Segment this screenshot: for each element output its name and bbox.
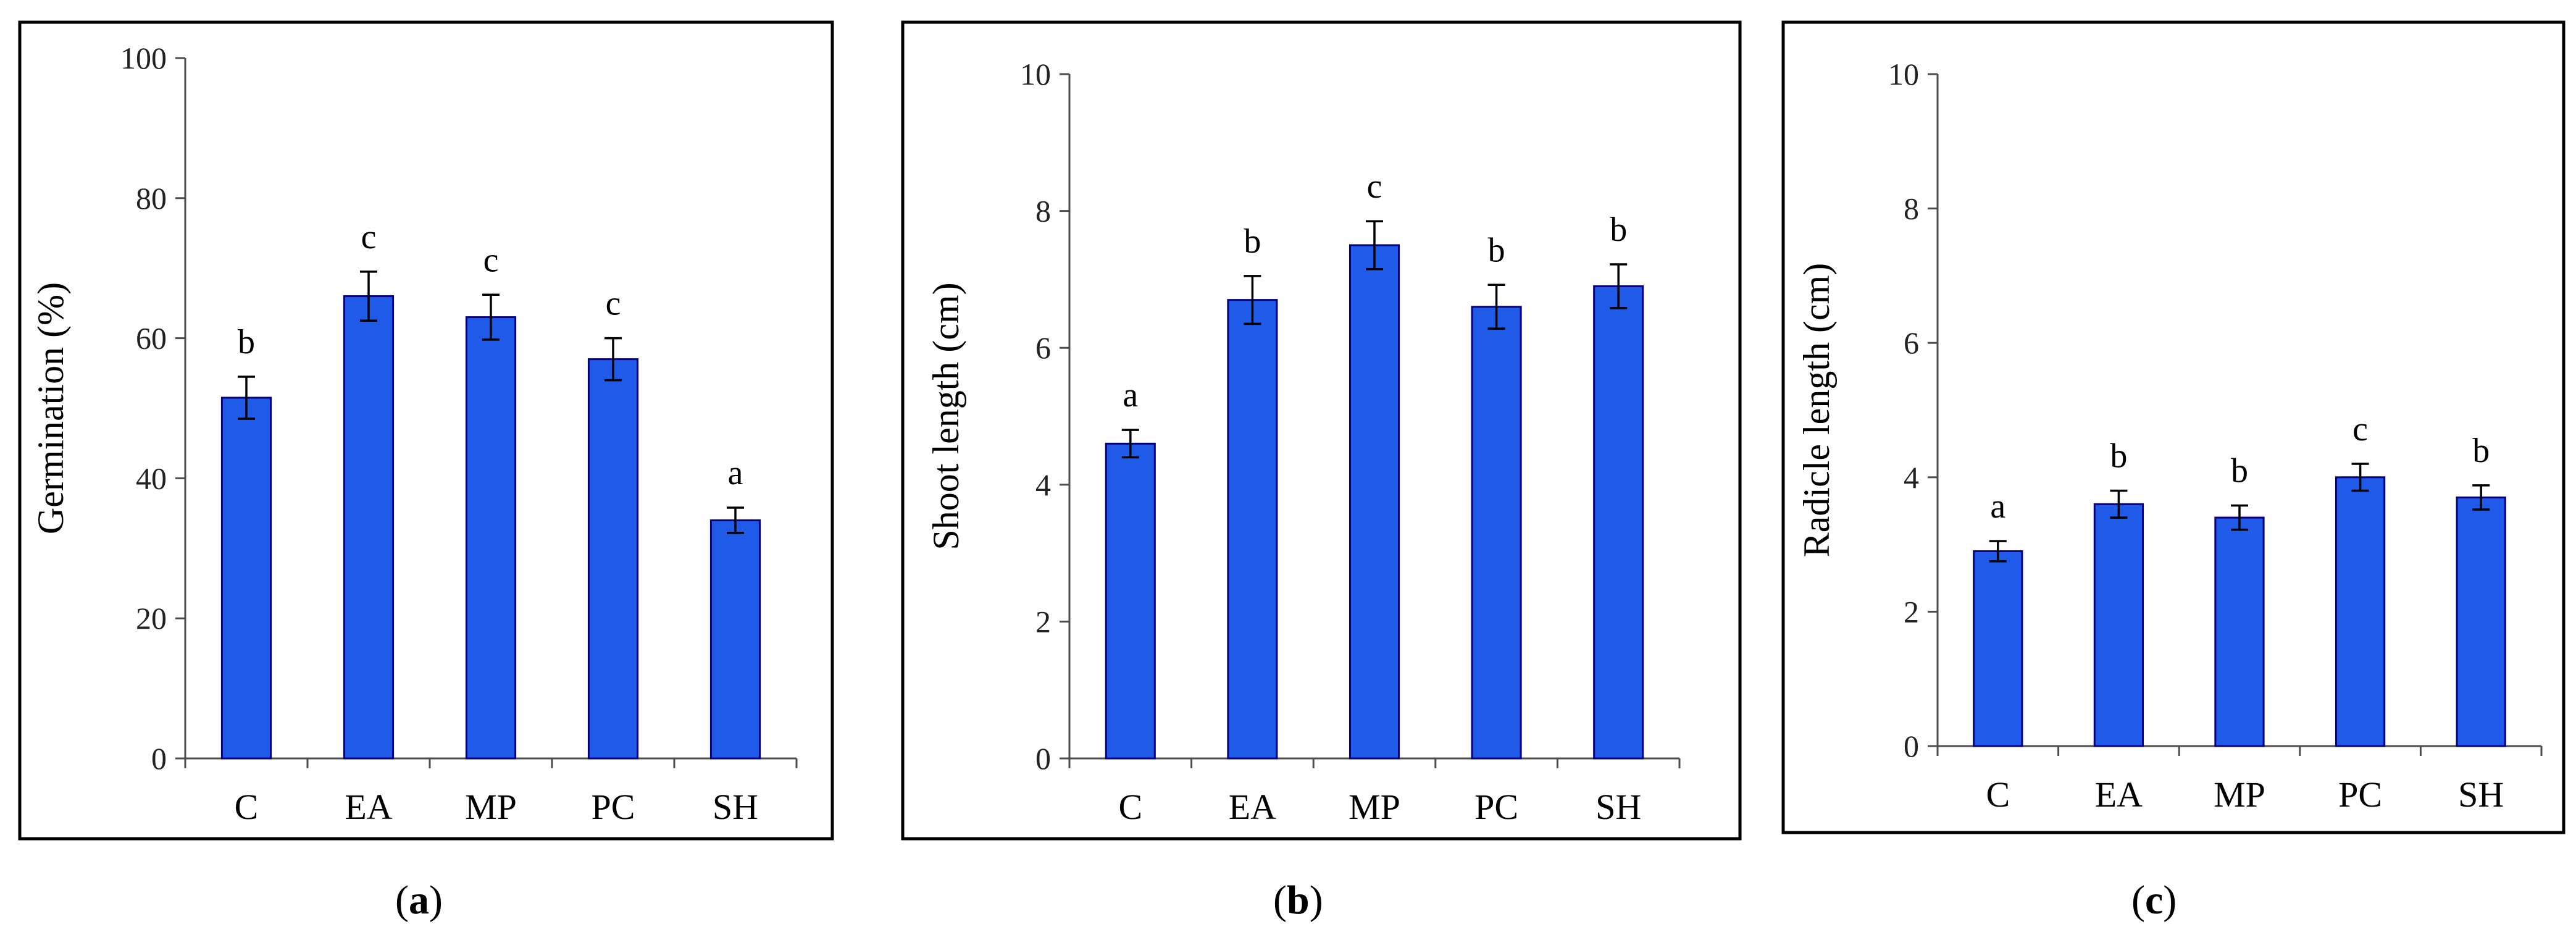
y-tick-label: 6 — [1035, 330, 1051, 365]
x-tick-label: EA — [345, 787, 392, 827]
bar-ea — [1227, 299, 1278, 760]
significance-letter: b — [2110, 437, 2127, 476]
bar-mp — [465, 316, 517, 760]
bar-ea — [343, 295, 395, 760]
x-tick-label: EA — [1229, 787, 1276, 827]
bar-sh — [2456, 496, 2506, 747]
significance-letter: b — [1610, 211, 1627, 249]
significance-letter: a — [728, 454, 743, 492]
bar-sh — [709, 519, 761, 760]
radicle-length-chart: 0 2 4 6 8 10 Radicle length (cm) a Cb EA b MP c PC b SH — [1781, 20, 2566, 834]
bar-mp — [2214, 516, 2265, 747]
significance-letter: b — [2231, 451, 2248, 490]
panel-c-caption: (c) — [2131, 878, 2177, 923]
x-tick-label: EA — [2095, 774, 2143, 815]
significance-letter: b — [238, 323, 255, 361]
bar-c — [220, 397, 272, 760]
x-tick-label: C — [1118, 787, 1142, 827]
significance-letter: c — [361, 218, 377, 256]
y-tick-label: 4 — [1035, 468, 1051, 502]
y-axis-label: Radicle length (cm) — [1796, 263, 1837, 557]
x-tick-label: C — [1986, 774, 2010, 815]
y-tick-label: 2 — [1904, 594, 1919, 629]
x-tick-label: MP — [1349, 787, 1400, 827]
y-tick-label: 100 — [120, 41, 167, 75]
y-tick-label: 80 — [136, 181, 167, 216]
bar-pc — [2335, 476, 2386, 747]
significance-letter: c — [483, 241, 499, 279]
y-tick-label: 60 — [136, 321, 167, 356]
y-tick-label: 8 — [1904, 191, 1919, 226]
x-tick-label: MP — [465, 787, 517, 827]
x-tick-label: PC — [592, 787, 635, 827]
x-tick-label: SH — [713, 787, 758, 827]
y-tick-label: 10 — [1888, 57, 1919, 91]
bar-pc — [587, 358, 639, 760]
x-tick-label: SH — [2458, 774, 2504, 815]
y-tick-label: 40 — [136, 461, 167, 495]
x-tick-label: MP — [2214, 774, 2265, 815]
germination-chart: 0 20 40 60 80 100 Germination (%) b Cc EA c MP c PC a S… — [18, 20, 834, 841]
y-tick-label: 8 — [1035, 194, 1051, 229]
significance-letter: a — [1123, 376, 1138, 414]
panel-a-caption: (a) — [395, 878, 443, 923]
y-tick-label: 0 — [151, 741, 167, 776]
y-tick-label: 4 — [1904, 460, 1919, 495]
x-tick-label: PC — [1474, 787, 1518, 827]
x-tick-label: PC — [2338, 774, 2382, 815]
bar-ea — [2093, 503, 2144, 747]
significance-letter: c — [1367, 167, 1382, 206]
shoot-length-chart: 0 2 4 6 8 10 Shoot length (cm) a Cb EA c MP b PC b SH — [901, 20, 1742, 841]
significance-letter: b — [1488, 231, 1505, 269]
y-tick-label: 20 — [136, 601, 167, 636]
y-axis-label: Germination (%) — [30, 282, 71, 534]
y-tick-label: 10 — [1020, 57, 1051, 91]
significance-letter: b — [1244, 222, 1261, 261]
bar-pc — [1471, 306, 1522, 760]
bar-c — [1973, 550, 2023, 747]
bar-sh — [1593, 285, 1644, 760]
y-tick-label: 0 — [1904, 729, 1919, 763]
bar-mp — [1349, 244, 1400, 760]
bar-c — [1105, 442, 1156, 760]
x-tick-label: C — [235, 787, 259, 827]
y-tick-label: 2 — [1035, 604, 1051, 639]
plot-frame — [18, 20, 834, 841]
y-tick-label: 0 — [1035, 741, 1051, 776]
significance-letter: c — [2352, 410, 2368, 448]
panel-b-caption: (b) — [1273, 878, 1323, 923]
significance-letter: c — [606, 285, 621, 323]
y-tick-label: 6 — [1904, 325, 1919, 360]
x-tick-label: SH — [1595, 787, 1641, 827]
significance-letter: b — [2472, 432, 2490, 470]
y-axis-label: Shoot length (cm) — [926, 282, 966, 550]
plot-frame — [1781, 20, 2566, 834]
significance-letter: a — [1990, 487, 2005, 526]
